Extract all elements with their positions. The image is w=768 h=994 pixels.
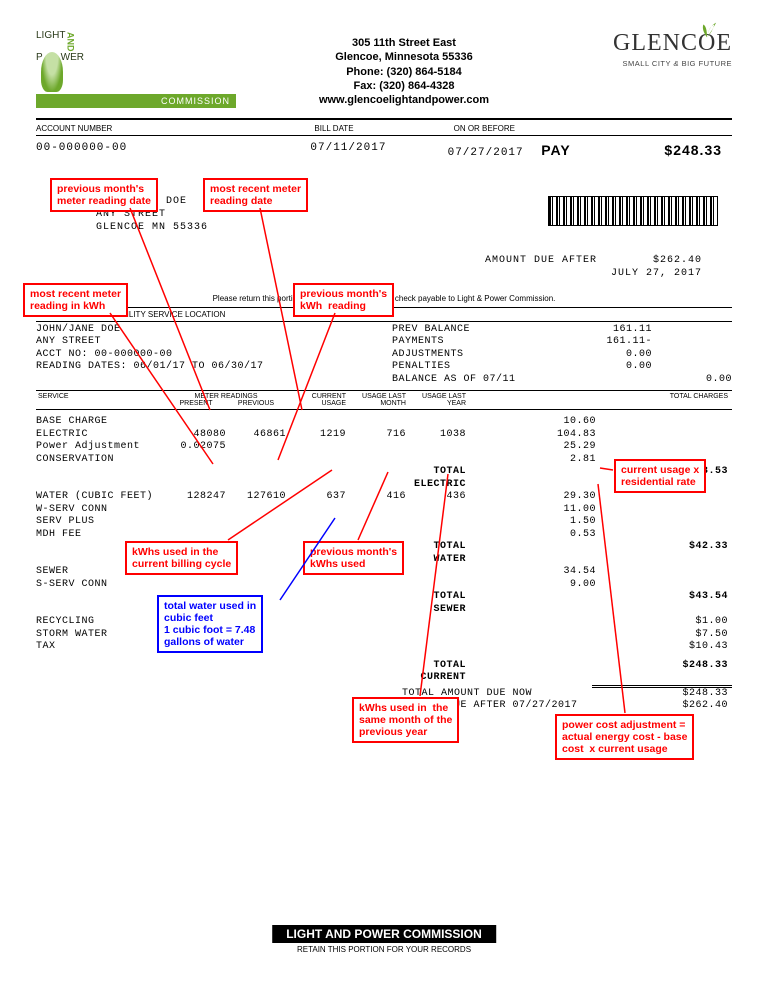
readings-header: SERVICE METER READINGS PRESENTPREVIOUS C… xyxy=(36,390,732,410)
svc-line-4: READING DATES: 06/01/17 TO 06/30/17 xyxy=(36,361,392,374)
label-account-number: ACCOUNT NUMBER xyxy=(36,124,314,133)
callout-power-cost-adj: power cost adjustment =actual energy cos… xyxy=(555,714,694,760)
svc-line-3: ACCT NO: 00-000000-00 xyxy=(36,349,392,362)
account-values-row: 00-000000-00 07/11/2017 07/27/2017 PAY $… xyxy=(36,136,732,165)
detail-block: JOHN/JANE DOE ANY STREET ACCT NO: 00-000… xyxy=(36,322,732,387)
company-website: www.glencoelightandpower.com xyxy=(246,93,562,107)
callout-usage-x-rate: current usage xresidential rate xyxy=(614,459,706,493)
company-info: 305 11th Street East Glencoe, Minnesota … xyxy=(236,30,572,107)
pay-label: PAY xyxy=(541,142,570,158)
account-header-row: ACCOUNT NUMBER BILL DATE ON OR BEFORE xyxy=(36,120,732,136)
logo-word-wer: WER xyxy=(61,52,84,63)
footer-title: LIGHT AND POWER COMMISSION xyxy=(272,925,496,943)
callout-water-cuft: total water used incubic feet1 cubic foo… xyxy=(157,595,263,653)
glencoe-logo: GLENCOE SMALL CITY & BIG FUTURE xyxy=(572,30,732,68)
leaf-icon xyxy=(696,20,718,40)
company-fax: Fax: (320) 864-4328 xyxy=(246,79,562,93)
footer: LIGHT AND POWER COMMISSION RETAIN THIS P… xyxy=(272,925,496,954)
barcode-icon xyxy=(548,196,718,226)
due-date: 07/27/2017 xyxy=(448,147,524,159)
callout-kwh-current-cycle: kWhs used in thecurrent billing cycle xyxy=(125,541,238,575)
company-phone: Phone: (320) 864-5184 xyxy=(246,65,562,79)
company-address-1: 305 11th Street East xyxy=(246,36,562,50)
company-address-2: Glencoe, Minnesota 55336 xyxy=(246,50,562,64)
label-bill-date: BILL DATE xyxy=(314,124,453,133)
callout-prev-reading-date: previous month'smeter reading date xyxy=(50,178,158,212)
footer-sub: RETAIN THIS PORTION FOR YOUR RECORDS xyxy=(272,945,496,954)
light-power-logo: LIGHTAND PWER COMMISSION xyxy=(36,30,236,108)
header: LIGHTAND PWER COMMISSION 305 11th Street… xyxy=(36,30,732,108)
svc-line-1: JOHN/JANE DOE xyxy=(36,324,392,337)
svc-line-2: ANY STREET xyxy=(36,336,392,349)
account-number: 00-000000-00 xyxy=(36,142,310,159)
commission-bar: COMMISSION xyxy=(36,94,236,108)
callout-prev-kwh-used: previous month'skWhs used xyxy=(303,541,404,575)
bulb-icon xyxy=(41,52,63,92)
pay-amount: $248.33 xyxy=(585,142,732,159)
amount-due-after-block: AMOUNT DUE AFTER $262.40 JULY 27, 2017 xyxy=(36,254,732,280)
callout-recent-kwh: most recent meterreading in kWh xyxy=(23,283,128,317)
bill-date: 07/11/2017 xyxy=(310,142,447,159)
bill-page: LIGHTAND PWER COMMISSION 305 11th Street… xyxy=(0,0,768,994)
label-on-or-before: ON OR BEFORE xyxy=(454,124,593,133)
logo-word-light: LIGHT xyxy=(36,30,65,41)
callout-prev-kwh: previous month'skWh reading xyxy=(293,283,394,317)
glencoe-tagline: SMALL CITY & BIG FUTURE xyxy=(572,59,732,68)
callout-recent-reading-date: most recent meterreading date xyxy=(203,178,308,212)
service-info: JOHN/JANE DOE ANY STREET ACCT NO: 00-000… xyxy=(36,322,392,387)
balance-summary: PREV BALANCE161.11 PAYMENTS161.11- ADJUS… xyxy=(392,322,732,387)
logo-and-icon: AND xyxy=(65,32,75,52)
callout-kwh-last-year: kWhs used in thesame month of thepreviou… xyxy=(352,697,459,743)
